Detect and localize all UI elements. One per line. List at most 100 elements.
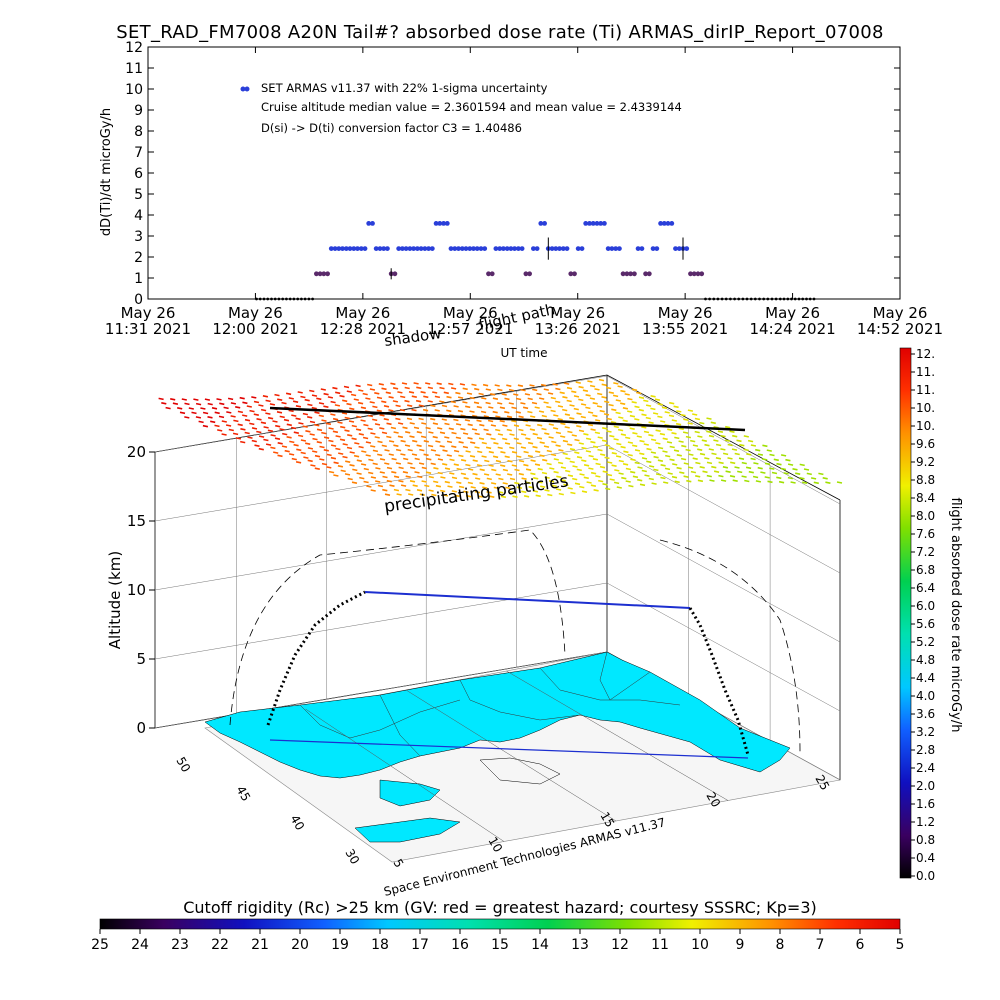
data-point xyxy=(774,297,778,301)
precip-dash xyxy=(383,418,389,421)
data-point xyxy=(572,271,577,277)
precip-dash xyxy=(479,423,485,427)
z-grid-line-back xyxy=(154,444,608,522)
x-tick-label-date: May 26 xyxy=(228,304,283,322)
precip-dash xyxy=(298,422,304,425)
data-point xyxy=(797,297,801,301)
precip-dash xyxy=(202,424,209,428)
x-tick-label-time: 13:26 2021 xyxy=(535,320,621,338)
data-point xyxy=(808,297,812,301)
precip-dash xyxy=(407,404,413,407)
z-axis-label: Altitude (km) xyxy=(106,551,124,649)
precip-dash xyxy=(727,457,733,460)
precip-dash xyxy=(481,441,487,445)
data-point xyxy=(463,246,469,252)
x-tick-label-time: 12:28 2021 xyxy=(320,320,406,338)
precip-dash xyxy=(414,471,420,474)
precip-dash xyxy=(184,402,190,406)
precip-dash xyxy=(636,435,642,438)
precip-dash xyxy=(360,406,367,410)
data-point xyxy=(628,271,633,277)
z-tick-label: 5 xyxy=(136,650,146,668)
precip-dash xyxy=(219,402,225,406)
precip-dash xyxy=(654,398,661,401)
precip-dash xyxy=(495,415,501,418)
precip-dash xyxy=(648,434,654,437)
precip-dash xyxy=(532,432,538,436)
precip-dash xyxy=(428,489,434,492)
precip-dash xyxy=(240,428,246,431)
precip-dash xyxy=(435,484,442,488)
precip-dash xyxy=(618,472,624,475)
precip-dash xyxy=(486,433,492,436)
precip-dash xyxy=(460,427,466,431)
precip-dash xyxy=(802,481,808,484)
precip-dash xyxy=(193,398,199,401)
precip-dash xyxy=(195,402,202,406)
precip-dash xyxy=(434,409,440,412)
precip-dash xyxy=(409,480,416,483)
data-point xyxy=(724,297,728,301)
precip-dash xyxy=(540,383,547,387)
precip-dash xyxy=(562,408,568,412)
precip-dash xyxy=(179,411,186,415)
precip-dash xyxy=(483,428,489,432)
precip-dash xyxy=(535,450,541,453)
precip-dash xyxy=(455,391,461,395)
precip-dash xyxy=(401,382,408,385)
data-point xyxy=(613,246,619,252)
precip-dash xyxy=(366,485,372,488)
precip-dash xyxy=(502,424,508,427)
precip-dash xyxy=(641,457,648,460)
precip-dash xyxy=(430,462,436,466)
precip-dash xyxy=(440,489,446,493)
precip-dash xyxy=(235,437,242,440)
data-point xyxy=(392,271,398,277)
longitude-tick-label: 20 xyxy=(703,790,723,810)
precip-dash xyxy=(600,453,606,456)
colorbar-bottom-ticks: 25 24 23 22 21 20 19 18 17 16 15 14 13 12 11 10 9 8 7 6 5 xyxy=(91,929,904,953)
precip-dash xyxy=(520,388,526,392)
precip-dash xyxy=(453,418,459,422)
precip-dash xyxy=(335,391,341,395)
precip-dash xyxy=(358,445,364,449)
precip-dash xyxy=(318,414,324,418)
latitude-tick-label: 45 xyxy=(233,784,253,804)
precip-dash xyxy=(533,477,539,480)
data-point xyxy=(673,246,678,252)
y-tick-label: 3 xyxy=(134,229,143,245)
precip-dash xyxy=(314,411,320,414)
precip-dash xyxy=(472,459,478,462)
precip-dash xyxy=(567,474,574,477)
z-tick-label: 15 xyxy=(127,512,146,530)
colorbar-bottom-tick-label: 12 xyxy=(611,937,629,953)
precip-dash xyxy=(743,435,749,438)
precip-dash xyxy=(530,415,536,418)
precip-dash xyxy=(676,454,682,457)
data-point xyxy=(733,297,736,301)
precip-dash xyxy=(214,411,220,415)
precip-dash xyxy=(465,405,471,409)
precip-dash xyxy=(388,453,394,456)
precip-dash xyxy=(442,449,448,452)
precip-dash xyxy=(218,415,225,419)
precip-dash xyxy=(442,463,448,466)
colorbar-right-tick-label: 9.2 xyxy=(916,455,935,469)
precip-dash xyxy=(225,424,232,427)
data-point xyxy=(704,297,707,301)
data-point xyxy=(557,246,562,252)
precip-dash xyxy=(216,398,222,401)
precip-dash xyxy=(437,427,443,430)
precip-dash xyxy=(419,448,425,452)
precip-dash xyxy=(567,443,573,446)
y-tick-label: 11 xyxy=(125,61,143,77)
data-point xyxy=(325,271,330,277)
data-point xyxy=(314,271,319,277)
precip-dash xyxy=(732,479,738,482)
precip-dash xyxy=(411,453,418,456)
colorbar-bottom-tick-label: 9 xyxy=(736,937,745,953)
precip-dash xyxy=(439,386,445,390)
data-point xyxy=(712,297,716,301)
colorbar-right-tick-label: 5.6 xyxy=(916,617,935,631)
precip-dash xyxy=(648,465,655,468)
